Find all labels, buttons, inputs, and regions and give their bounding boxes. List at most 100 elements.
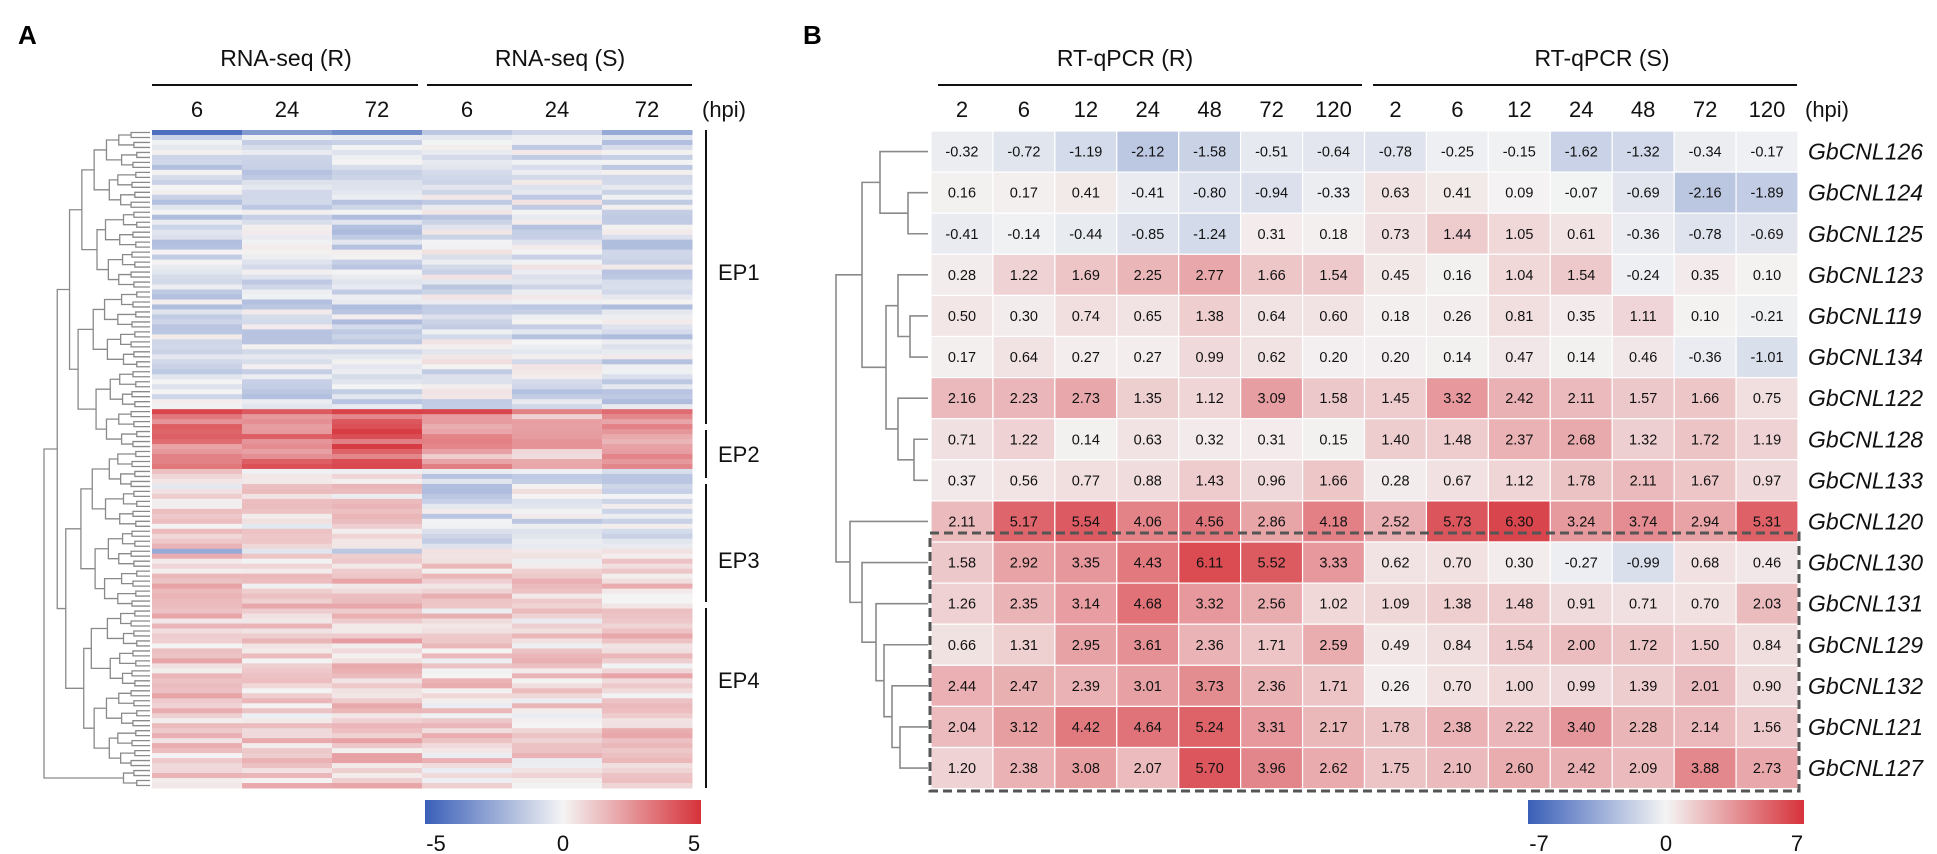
heatmap-cell-value: 1.78 xyxy=(1567,473,1595,489)
panel-a-cell xyxy=(512,713,603,719)
panel-b-heatmap: -0.32 -0.72 -1.19 -2.12 -1.58 -0.51 -0.64 -0.78… xyxy=(930,130,1799,790)
panel-a-cell xyxy=(332,444,423,450)
panel-a-cell xyxy=(512,409,603,415)
heatmap-cell-value: 2.42 xyxy=(1567,761,1595,777)
heatmap-cell-value: 1.58 xyxy=(948,556,976,572)
dendrogram-branch xyxy=(106,617,124,640)
heatmap-cell xyxy=(992,705,1056,749)
panel-a-cell xyxy=(422,249,513,256)
heatmap-cell-value: 0.62 xyxy=(1381,556,1409,572)
dendrogram-branch xyxy=(133,141,150,149)
panel-a-cell xyxy=(602,274,693,281)
panel-a-cell xyxy=(332,768,423,774)
panel-a-cell xyxy=(242,708,333,714)
dendrogram-branch xyxy=(134,191,150,198)
heatmap-cell-value: 3.61 xyxy=(1134,638,1162,654)
panel-a-cell xyxy=(152,533,243,540)
panel-a-cell xyxy=(152,668,243,674)
panel-a-cell xyxy=(242,613,333,620)
heatmap-cell-value: 0.67 xyxy=(1443,473,1471,489)
panel-a-cell xyxy=(422,199,513,206)
heatmap-cell-value: 0.97 xyxy=(1753,473,1781,489)
panel-a-cell xyxy=(332,204,423,211)
panel-a-cell xyxy=(602,404,693,410)
dendrogram-branch xyxy=(103,298,122,321)
dendrogram-branch xyxy=(130,341,150,348)
panel-a-cell xyxy=(242,389,333,395)
heatmap-cell xyxy=(1611,253,1675,297)
heatmap-cell-value: 2.95 xyxy=(1072,638,1100,654)
heatmap-cell-value: 3.01 xyxy=(1134,679,1162,695)
heatmap-cell-value: 0.63 xyxy=(1381,186,1409,202)
panel-a-cell xyxy=(602,264,693,271)
panel-b-header: RT-qPCR (R) RT-qPCR (S) 2 6 12 24 48 72 120 2 6 1… xyxy=(938,45,1849,122)
panel-a-cell xyxy=(242,578,333,585)
panel-a-cell xyxy=(512,478,603,485)
panel-a-cell xyxy=(332,244,423,251)
panel-a-cell xyxy=(602,369,693,375)
panel-a-cell xyxy=(512,139,603,146)
panel-b-time-tick: 72 xyxy=(1259,97,1283,122)
heatmap-cell-value: 0.41 xyxy=(1443,186,1471,202)
heatmap-cell-value: -0.85 xyxy=(1131,227,1164,243)
heatmap-cell-value: 0.28 xyxy=(1381,473,1409,489)
panel-a-cell xyxy=(422,259,513,266)
panel-a-cell xyxy=(512,319,603,325)
panel-a-cell xyxy=(422,653,513,659)
panel-a-cell xyxy=(152,638,243,644)
dendrogram-branch xyxy=(56,288,70,610)
panel-a-cell xyxy=(332,538,423,545)
panel-a-cell xyxy=(152,703,243,709)
panel-a-cell xyxy=(242,344,333,350)
dendrogram-branch xyxy=(909,315,928,358)
dendrogram-branch xyxy=(135,171,150,179)
heatmap-cell xyxy=(1116,335,1180,379)
heatmap-cell-value: -0.80 xyxy=(1193,186,1226,202)
dendrogram-branch xyxy=(133,211,150,218)
heatmap-cell xyxy=(1178,664,1242,707)
heatmap-cell-value: 1.38 xyxy=(1196,309,1224,325)
heatmap-cell-value: 0.73 xyxy=(1381,227,1409,243)
panel-a-cell xyxy=(152,384,243,390)
panel-a-cell xyxy=(242,633,333,639)
panel-a-cell xyxy=(512,374,603,380)
heatmap-cell-value: 1.43 xyxy=(1196,473,1224,489)
panel-a-cell xyxy=(152,553,243,560)
panel-a-cell xyxy=(422,708,513,714)
panel-a-cell xyxy=(512,728,603,734)
panel-a-cell xyxy=(332,154,423,161)
panel-a-cell xyxy=(422,319,513,325)
panel-a-cell xyxy=(602,314,693,320)
heatmap-cell-value: 3.12 xyxy=(1010,720,1038,736)
panel-a-cell xyxy=(512,169,603,176)
panel-a-cell xyxy=(332,563,423,570)
panel-a-cell xyxy=(152,254,243,261)
panel-a-cell xyxy=(602,384,693,390)
panel-a-cell xyxy=(152,374,243,380)
dendrogram-branch xyxy=(135,660,150,667)
panel-a-cell xyxy=(512,384,603,390)
heatmap-cell-value: 0.46 xyxy=(1753,556,1781,572)
panel-a-cell xyxy=(242,668,333,674)
panel-a-cell xyxy=(422,274,513,281)
panel-a-cell xyxy=(602,134,693,141)
panel-a-cell xyxy=(422,528,513,535)
panel-a-cell xyxy=(242,199,333,206)
panel-a-cell xyxy=(152,439,243,445)
heatmap-cell xyxy=(1549,664,1613,707)
panel-a-cell xyxy=(242,518,333,525)
dendrogram-branch xyxy=(83,647,95,729)
heatmap-cell xyxy=(1487,582,1551,625)
heatmap-cell-value: 2.17 xyxy=(1319,720,1347,736)
heatmap-cell-value: 1.78 xyxy=(1381,720,1409,736)
heatmap-cell xyxy=(1549,500,1613,543)
panel-a-cell xyxy=(332,329,423,335)
heatmap-cell-value: 0.16 xyxy=(948,186,976,202)
panel-a-cell xyxy=(152,364,243,370)
panel-a-cell xyxy=(512,334,603,340)
panel-a-cell xyxy=(512,618,603,624)
panel-a-cell xyxy=(242,249,333,256)
dendrogram-branch xyxy=(117,732,136,744)
panel-a-cell xyxy=(512,503,603,510)
dendrogram-branch xyxy=(130,131,150,139)
